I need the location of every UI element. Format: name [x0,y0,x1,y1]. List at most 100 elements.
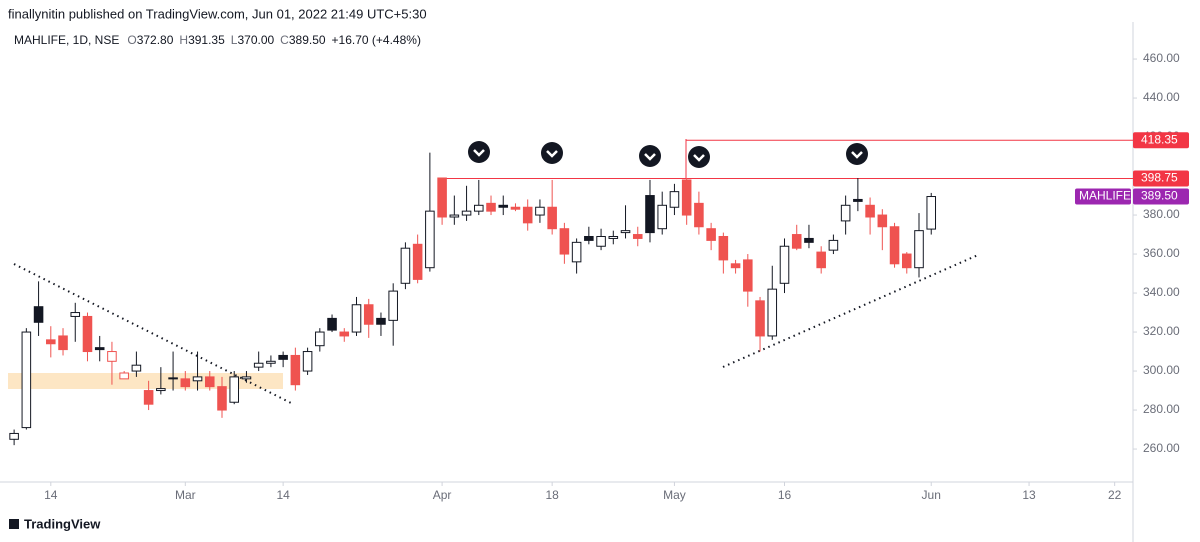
y-tick-label: 280.00 [1143,402,1180,416]
candle-body [168,377,178,380]
candle-body [449,214,460,218]
candle-body [669,191,680,208]
y-tick-label: 360.00 [1143,246,1180,260]
candle-body [156,388,166,392]
trend-line [722,254,979,368]
candle-body [914,230,924,269]
last-price-name-box [1075,188,1131,205]
arrow-chevron [693,154,705,162]
candle-body [351,304,362,333]
candle-body [571,241,582,263]
candle-body [730,263,741,269]
arrow-chevron [851,151,863,159]
arrow-chevron [546,150,558,158]
candle-body [584,235,594,241]
candle-body [743,259,753,292]
x-tick-label: Jun [922,488,941,502]
arrow-marker [688,146,710,168]
candle-body [926,196,937,230]
candle-body [315,331,325,347]
candle-body [412,243,423,280]
candle-body [694,202,704,228]
candle-body [865,204,875,218]
candle-body [302,351,313,372]
candle-body [400,247,411,284]
y-tick-label: 340.00 [1143,285,1180,299]
candle-body [58,335,68,351]
x-tick-label: Mar [175,488,196,502]
price-label: 398.75 [1141,171,1178,185]
candle-body [180,378,191,388]
candle-body [718,235,729,261]
candle-body [681,179,692,216]
candle-body [608,235,619,239]
candle-body [290,354,301,386]
candle-body [498,204,509,208]
candle-body [767,288,778,337]
candle-body [645,195,655,234]
arrow-chevron [473,149,485,157]
candle-body [901,253,912,269]
candle-body [547,206,557,230]
candle-body [143,390,154,405]
support-zone [8,373,283,389]
x-tick-label: 16 [778,488,792,502]
candle-body [339,331,350,337]
footer: TradingView [24,516,101,531]
candle-body [327,317,337,331]
candle-body [620,230,631,234]
footer-logo: TradingView [9,516,101,531]
legend-value: 372.80 [137,33,174,47]
candle-body [535,206,545,216]
candle-body [828,239,839,251]
arrow-marker [468,141,490,163]
candle-body [46,339,56,345]
candle-body [889,226,900,265]
candle-body [94,347,105,351]
legend-key: H [179,33,188,47]
candle-body [522,206,533,224]
candle-body [706,228,716,241]
last-price-box [1133,188,1189,205]
candle-body [253,362,264,368]
candle-body [474,204,484,212]
y-tick-label: 460.00 [1143,51,1180,65]
candle-body [755,300,765,337]
symbol: MAHLIFE, 1D, NSE [14,33,119,47]
candle-body [107,351,117,362]
arrow-marker [639,145,661,167]
y-tick-label: 300.00 [1143,363,1180,377]
y-tick-label: 320.00 [1143,324,1180,338]
candle-body [486,202,496,212]
price-label: 418.35 [1141,132,1178,146]
last-price-name: MAHLIFE [1079,189,1131,203]
arrow-markers [468,141,868,168]
candle-body [131,364,142,372]
legend-value: 391.35 [188,33,225,47]
candle-body [241,376,252,380]
candle-body [510,206,521,210]
logo-mark [9,519,19,529]
candle-body [816,251,826,269]
candle-body [217,386,227,411]
candle-body [877,214,888,228]
x-tick-label: 13 [1022,488,1036,502]
candle-body [840,204,851,222]
candle-body [853,198,863,202]
arrow-chevron [644,153,656,161]
candle-body [204,376,215,388]
candle-body [657,204,667,230]
candle-body [596,235,606,247]
candle-body [632,234,643,239]
candle-body [192,376,203,382]
candle-body [804,237,814,243]
candle-body [33,306,44,323]
candle-body [388,290,398,321]
legend-key: L [231,33,238,47]
candle-body [791,234,802,249]
legend-key: C [280,33,289,47]
price-label-box [1133,170,1189,187]
x-tick-label: 22 [1108,488,1122,502]
candle-body [82,315,93,353]
